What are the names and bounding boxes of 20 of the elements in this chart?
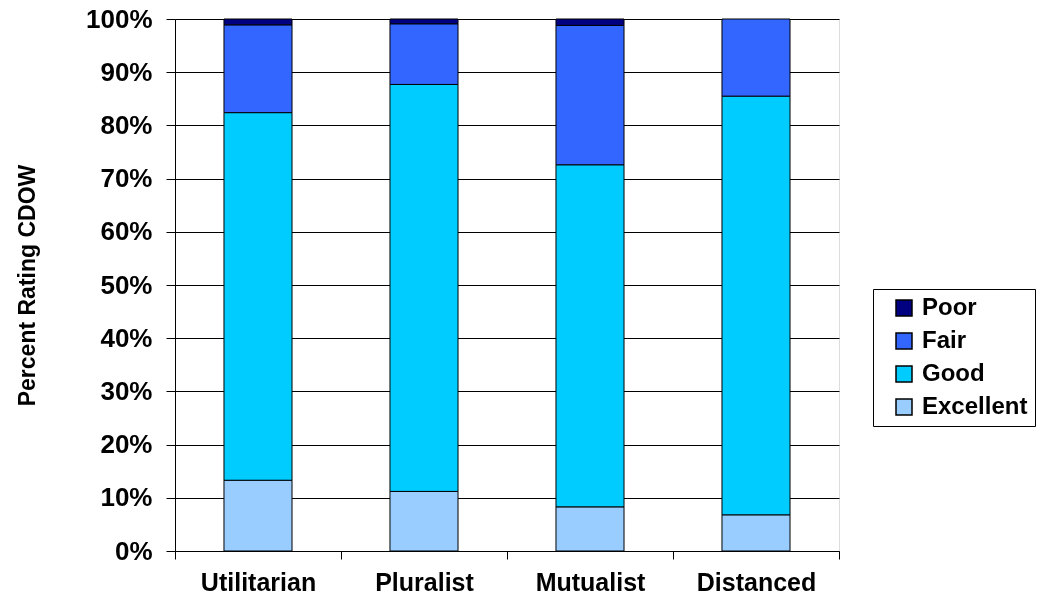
x-tick-label: Distanced	[696, 567, 817, 596]
legend-label: Excellent	[922, 392, 1028, 419]
y-tick-label: 90%	[100, 56, 153, 87]
y-tick-label: 40%	[100, 322, 153, 353]
x-tick-label: Pluralist	[375, 567, 475, 596]
x-tick-label: Mutualist	[535, 567, 647, 596]
y-tick-label: 60%	[100, 216, 153, 247]
y-tick-label: 100%	[86, 3, 153, 34]
y-tick-label: 10%	[100, 482, 153, 513]
y-tick-label: 20%	[100, 429, 153, 460]
y-tick-label: 0%	[114, 535, 153, 566]
legend-label: Fair	[922, 326, 967, 353]
legend-label: Poor	[922, 293, 977, 320]
legend-label: Good	[922, 359, 985, 386]
y-tick-label: 50%	[100, 269, 153, 300]
y-tick-label: 80%	[100, 109, 153, 140]
y-tick-label: 30%	[100, 375, 153, 406]
y-tick-label: 70%	[100, 163, 153, 194]
x-tick-label: Utilitarian	[200, 567, 317, 596]
y-axis-title: Percent Rating CDOW	[14, 164, 40, 407]
